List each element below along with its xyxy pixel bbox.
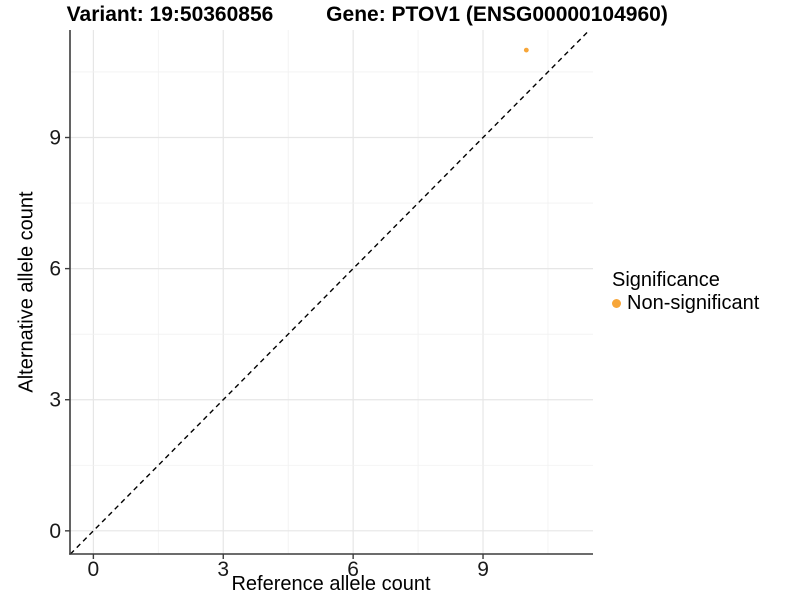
legend-title: Significance bbox=[612, 269, 720, 291]
y-tick-label: 9 bbox=[49, 127, 61, 150]
variant-title: Variant: 19:50360856 bbox=[66, 3, 274, 26]
y-tick-label: 6 bbox=[49, 258, 61, 281]
x-tick-label: 0 bbox=[88, 558, 100, 581]
x-axis-title: Reference allele count bbox=[231, 573, 431, 595]
legend: Significance Non-significant bbox=[612, 269, 759, 315]
y-tick-label: 3 bbox=[49, 389, 61, 412]
legend-point-icon bbox=[612, 299, 621, 308]
x-tick-label: 3 bbox=[217, 558, 229, 581]
gene-title: Gene: PTOV1 (ENSG00000104960) bbox=[326, 3, 668, 26]
data-point bbox=[523, 47, 529, 53]
legend-item-label: Non-significant bbox=[627, 292, 760, 314]
y-tick-label: 0 bbox=[49, 520, 61, 543]
x-tick-label: 9 bbox=[477, 558, 489, 581]
y-axis-title: Alternative allele count bbox=[15, 191, 38, 393]
legend-item-non-significant: Non-significant bbox=[612, 292, 759, 315]
x-tick-label: 6 bbox=[347, 558, 359, 581]
identity-line bbox=[69, 29, 591, 555]
